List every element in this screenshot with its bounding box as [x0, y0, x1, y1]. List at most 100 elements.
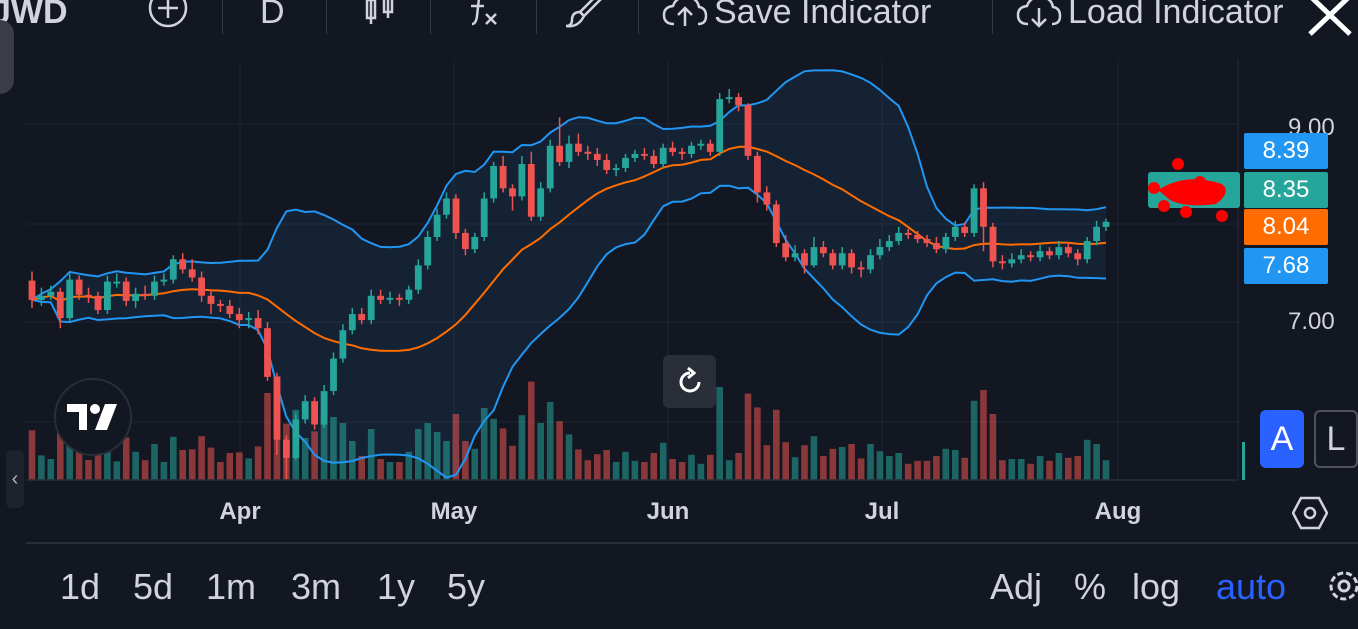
candle [104, 275, 111, 314]
candle-body [697, 143, 705, 146]
candle [1074, 249, 1082, 266]
indicators-icon[interactable] [466, 0, 502, 32]
candle-body [198, 277, 205, 296]
volume-bar [622, 451, 629, 480]
chart-panel[interactable]: 9.00 7.00 Apr May Jun Jul Aug [26, 60, 1358, 542]
candle-body [226, 305, 234, 314]
range-1y[interactable]: 1y [377, 566, 416, 607]
volume-bar [952, 450, 959, 480]
candle-body [273, 376, 281, 440]
candle [763, 186, 771, 211]
volume-bar [678, 462, 686, 480]
volume-bar [320, 416, 328, 480]
candle-body [744, 105, 752, 156]
candle-body [838, 253, 846, 266]
volume-bar [1074, 456, 1081, 480]
load-indicator-button[interactable]: Load Indicator [1016, 0, 1306, 32]
range-3m[interactable]: 3m [291, 566, 342, 607]
range-5d[interactable]: 5d [133, 566, 174, 607]
candle [169, 255, 177, 284]
candle [527, 151, 535, 221]
range-1d[interactable]: 1d [60, 566, 101, 607]
chevron-left-icon[interactable]: ‹ [6, 450, 24, 508]
percent-toggle[interactable]: % [1074, 566, 1107, 607]
candle-body [527, 164, 535, 217]
candle-body [348, 314, 356, 331]
volume-bar [744, 393, 752, 480]
candle-body [56, 291, 64, 319]
volume-bar [386, 462, 394, 480]
volume-bar [160, 462, 168, 480]
toolbar-divider [638, 0, 639, 34]
candle-body [735, 97, 742, 106]
candle-body [66, 279, 74, 319]
candle [631, 149, 639, 162]
candle [537, 182, 545, 221]
candle-body [471, 237, 479, 250]
add-symbol-icon[interactable] [146, 0, 190, 32]
log-toggle[interactable]: log [1132, 566, 1181, 607]
volume-bar [565, 434, 573, 480]
candle [471, 232, 479, 254]
candle [132, 287, 139, 308]
volume-bar [810, 436, 818, 480]
volume-bar [57, 422, 64, 480]
drawer-handle[interactable] [0, 20, 14, 94]
volume-bar [301, 438, 309, 480]
candle [386, 291, 394, 304]
close-icon[interactable] [1304, 0, 1356, 38]
candle-body [1017, 255, 1025, 260]
candle [1008, 253, 1016, 268]
volume-bar [1055, 453, 1063, 480]
brush-icon[interactable] [566, 0, 602, 32]
candle [141, 285, 149, 300]
log-scale-l-button[interactable]: L [1314, 410, 1358, 468]
volume-bar [330, 417, 337, 480]
candle-body [885, 241, 893, 248]
auto-scale-a-button[interactable]: A [1260, 410, 1304, 468]
volume-bar [791, 457, 799, 480]
candle-body [914, 235, 921, 240]
reset-chart-button[interactable] [663, 355, 716, 408]
volume-bar [970, 400, 978, 480]
candle-body [537, 188, 545, 217]
candle [593, 147, 601, 166]
adj-toggle[interactable]: Adj [990, 566, 1043, 607]
volume-bar [38, 455, 45, 480]
range-1m[interactable]: 1m [206, 566, 257, 607]
candle-body [980, 188, 987, 227]
candle [688, 141, 695, 158]
volume-bar [254, 446, 262, 480]
candle-body [1083, 241, 1091, 260]
candle [801, 249, 808, 274]
candle-body [358, 314, 366, 321]
volume-bar [132, 451, 139, 480]
candle-body [179, 259, 187, 270]
price-chart[interactable] [26, 60, 1358, 542]
range-5y[interactable]: 5y [447, 566, 486, 607]
volume-bar [1008, 459, 1016, 480]
volume-bar [471, 448, 479, 480]
chart-settings-icon[interactable] [1291, 496, 1329, 535]
volume-bar [575, 449, 582, 480]
candles-icon[interactable] [362, 0, 398, 32]
interval-button[interactable]: D [260, 0, 285, 31]
volume-bar [47, 459, 55, 480]
candle-body [565, 143, 573, 162]
candle [999, 255, 1006, 270]
candle [264, 322, 271, 381]
candle-body [160, 279, 168, 282]
candle-body [867, 255, 874, 270]
save-indicator-button[interactable]: Save Indicator [662, 0, 931, 32]
candle [273, 372, 281, 455]
candle-body [641, 153, 648, 156]
candle [339, 324, 347, 363]
volume-bar [594, 454, 601, 480]
gear-icon[interactable] [1324, 566, 1358, 611]
candle [546, 139, 554, 193]
candle-body [396, 297, 403, 300]
candles [28, 89, 1110, 481]
volume-bar [226, 453, 234, 480]
candle-body [169, 259, 177, 280]
auto-toggle[interactable]: auto [1216, 566, 1287, 607]
